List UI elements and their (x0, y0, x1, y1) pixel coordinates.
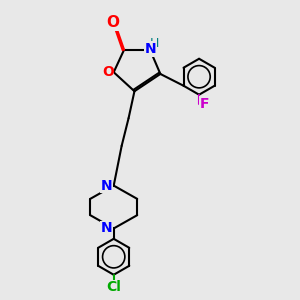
Text: N: N (101, 178, 112, 193)
Text: O: O (106, 15, 119, 30)
Text: Cl: Cl (106, 280, 121, 294)
Text: F: F (200, 97, 209, 111)
Text: N: N (145, 42, 157, 56)
Text: O: O (102, 65, 114, 79)
Text: N: N (101, 221, 112, 236)
Text: H: H (149, 38, 159, 50)
